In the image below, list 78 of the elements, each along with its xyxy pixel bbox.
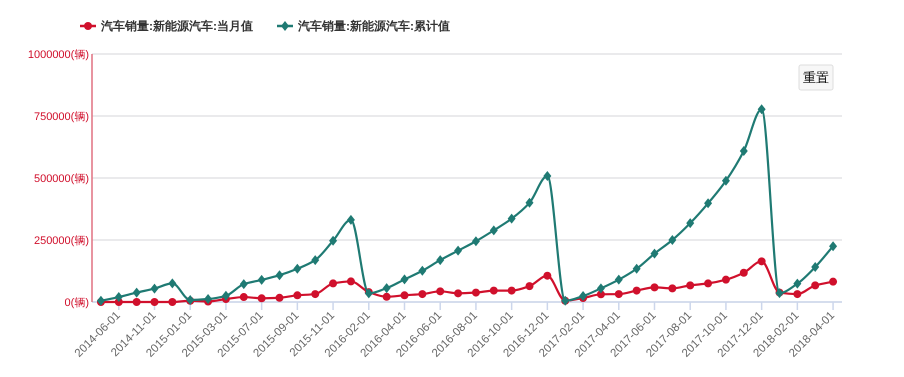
point <box>596 283 605 294</box>
point <box>454 289 462 298</box>
point <box>418 290 426 298</box>
point <box>436 255 444 266</box>
point <box>204 294 212 304</box>
point <box>632 264 641 274</box>
point <box>543 171 552 182</box>
point <box>240 279 248 290</box>
point <box>722 176 730 186</box>
point <box>400 274 408 284</box>
point <box>686 218 694 228</box>
y-tick-label: 1000000(辆) <box>28 49 89 61</box>
point <box>329 279 338 288</box>
point <box>722 276 730 284</box>
point <box>829 278 838 286</box>
point <box>168 298 176 306</box>
point <box>614 290 623 298</box>
point <box>240 293 248 302</box>
point <box>454 246 462 256</box>
point <box>758 104 766 114</box>
point <box>650 283 658 292</box>
point <box>668 235 676 245</box>
point <box>311 255 320 266</box>
point <box>132 288 141 298</box>
point <box>382 292 391 301</box>
legend-label: 汽车销量:新能源汽车:当月值 <box>100 19 253 33</box>
point <box>686 281 694 290</box>
y-tick-label: 500000(辆) <box>34 173 89 185</box>
point <box>811 281 820 290</box>
point <box>490 225 498 236</box>
point <box>472 236 480 246</box>
point <box>222 290 230 301</box>
point <box>668 284 676 292</box>
point <box>311 290 320 298</box>
y-tick-label: 250000(辆) <box>34 235 89 247</box>
point <box>293 264 302 274</box>
legend-label: 汽车销量:新能源汽车:累计值 <box>297 19 450 33</box>
point <box>258 274 266 285</box>
y-tick-label: 0(辆) <box>64 297 89 309</box>
point <box>793 290 802 298</box>
point <box>508 286 516 295</box>
point <box>258 294 266 302</box>
point <box>490 286 498 295</box>
point <box>329 236 338 246</box>
point <box>632 286 641 295</box>
point <box>346 277 355 286</box>
point <box>168 278 176 288</box>
point <box>793 278 802 289</box>
point <box>150 298 158 306</box>
point <box>436 287 444 296</box>
point <box>579 291 588 302</box>
annotation: 重置 <box>803 70 829 85</box>
point <box>276 294 284 302</box>
point <box>293 291 302 300</box>
point <box>150 284 158 294</box>
point <box>740 146 748 156</box>
point <box>526 282 534 290</box>
point <box>704 198 712 208</box>
point <box>526 198 534 208</box>
y-tick-label: 750000(辆) <box>34 111 89 123</box>
point <box>346 214 355 225</box>
point <box>704 279 712 288</box>
point <box>418 266 426 276</box>
point <box>132 298 141 306</box>
point <box>614 274 623 285</box>
point <box>382 283 391 294</box>
point <box>472 288 480 297</box>
point <box>811 262 820 272</box>
point <box>400 291 408 300</box>
point <box>829 241 838 252</box>
point <box>740 268 748 277</box>
point <box>650 248 658 259</box>
point <box>114 292 123 302</box>
point <box>543 272 552 280</box>
point <box>276 270 284 280</box>
point <box>96 296 105 306</box>
point <box>758 257 766 266</box>
point <box>508 214 516 224</box>
